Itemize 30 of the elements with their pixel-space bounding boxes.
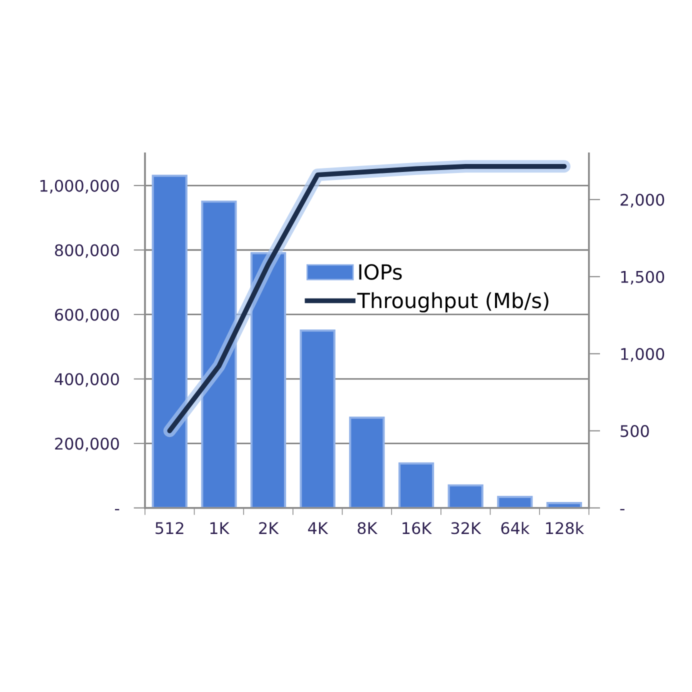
y-tick-label: 400,000 — [54, 373, 119, 387]
x-tick-label: 1K — [210, 522, 230, 534]
bar — [349, 416, 385, 508]
bar — [201, 200, 237, 508]
x-tick-label: 64k — [501, 522, 530, 534]
x-tick-label: 32K — [451, 522, 482, 534]
y-tick-label: 800,000 — [55, 244, 119, 258]
x-tick-label: 8K — [358, 522, 378, 534]
y2-tick-label: 1,500 — [621, 270, 664, 285]
y2-tick-label: 500 — [620, 425, 649, 438]
y-tick-label: 200,000 — [55, 438, 119, 452]
x-tick-label: 4K — [308, 522, 328, 534]
bar — [250, 252, 286, 508]
y-tick-label: - — [114, 508, 120, 510]
x-tick-label: 2K — [259, 522, 279, 534]
y2-tick-label: 2,000 — [620, 194, 664, 208]
y2-tick-label: 1,000 — [621, 348, 664, 362]
y-tick-label: 1,000,000 — [40, 180, 119, 194]
legend-label: Throughput (Mb/s) — [357, 292, 548, 312]
y2-tick-label: - — [620, 508, 624, 510]
bar — [300, 330, 336, 508]
bar — [497, 496, 533, 508]
x-tick-label: 512 — [156, 522, 184, 534]
bar — [152, 174, 188, 508]
x-tick-label: 128k — [546, 522, 584, 534]
legend-label: IOPs — [359, 264, 402, 280]
bar — [398, 462, 434, 508]
x-tick-label: 16K — [402, 522, 432, 534]
bar — [448, 484, 484, 508]
y-tick-label: 600,000 — [55, 308, 119, 322]
